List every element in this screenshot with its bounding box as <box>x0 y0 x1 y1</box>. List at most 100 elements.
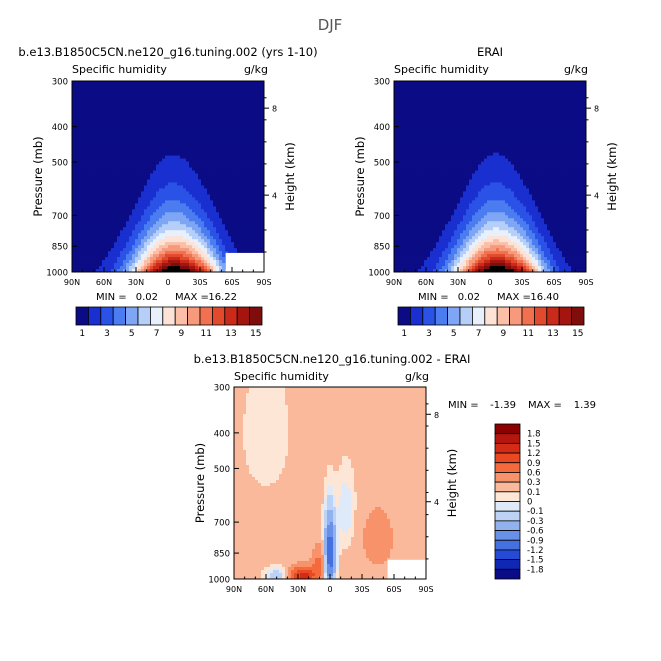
heatmap-cell <box>102 257 106 261</box>
heatmap-cell <box>457 86 461 91</box>
heatmap-cell <box>213 230 217 234</box>
heatmap-cell <box>541 104 545 109</box>
heatmap-cell <box>165 209 169 213</box>
heatmap-cell <box>583 92 587 97</box>
heatmap-cell <box>132 152 136 157</box>
heatmap-cell <box>234 86 238 91</box>
heatmap-cell <box>198 128 202 133</box>
heatmap-cell <box>243 81 247 85</box>
heatmap-cell <box>219 209 223 213</box>
heatmap-cell <box>189 119 193 124</box>
heatmap-cell <box>234 81 238 85</box>
heatmap-cell <box>532 89 536 94</box>
heatmap-cell <box>222 218 226 222</box>
heatmap-cell <box>99 242 103 246</box>
heatmap-cell <box>117 119 121 124</box>
heatmap-cell <box>231 131 235 136</box>
heatmap-cell <box>129 110 133 115</box>
heatmap-cell <box>144 173 148 177</box>
heatmap-cell <box>234 89 238 94</box>
heatmap-cell <box>156 81 160 85</box>
heatmap-cell <box>84 155 88 159</box>
heatmap-cell <box>556 110 560 115</box>
heatmap-cell <box>105 242 109 246</box>
heatmap-cell <box>213 134 217 139</box>
heatmap-cell <box>204 122 208 127</box>
heatmap-cell <box>75 266 79 270</box>
heatmap-cell <box>403 98 407 103</box>
heatmap-cell <box>111 269 115 273</box>
heatmap-cell <box>129 161 133 165</box>
heatmap-cell <box>186 125 190 130</box>
heatmap-cell <box>463 95 467 100</box>
heatmap-cell <box>153 221 157 225</box>
heatmap-cell <box>96 215 100 219</box>
heatmap-cell <box>180 107 184 112</box>
heatmap-cell <box>252 161 256 165</box>
heatmap-cell <box>96 140 100 145</box>
heatmap-cell <box>135 203 139 207</box>
heatmap-cell <box>451 86 455 91</box>
heatmap-cell <box>442 107 446 112</box>
heatmap-cell <box>225 251 229 255</box>
heatmap-cell <box>240 149 244 154</box>
heatmap-cell <box>439 113 443 118</box>
heatmap-cell <box>252 215 256 219</box>
heatmap-cell <box>78 263 82 267</box>
heatmap-cell <box>472 92 476 97</box>
heatmap-cell <box>249 170 253 174</box>
heatmap-cell <box>153 203 157 207</box>
heatmap-cell <box>219 200 223 204</box>
heatmap-cell <box>108 86 112 91</box>
heatmap-cell <box>204 251 208 255</box>
heatmap-cell <box>114 167 118 171</box>
heatmap-cell <box>81 149 85 154</box>
heatmap-cell <box>195 221 199 225</box>
heatmap-cell <box>99 170 103 174</box>
heatmap-cell <box>210 92 214 97</box>
heatmap-cell <box>108 185 112 189</box>
heatmap-cell <box>210 134 214 139</box>
heatmap-cell <box>451 98 455 103</box>
heatmap-cell <box>132 263 136 267</box>
heatmap-cell <box>216 116 220 121</box>
heatmap-cell <box>255 146 259 151</box>
heatmap-cell <box>406 101 410 106</box>
heatmap-cell <box>252 218 256 222</box>
heatmap-cell <box>99 236 103 240</box>
heatmap-cell <box>478 92 482 97</box>
heatmap-cell <box>454 98 458 103</box>
heatmap-cell <box>421 89 425 94</box>
heatmap-cell <box>84 152 88 157</box>
heatmap-cell <box>252 146 256 151</box>
heatmap-cell <box>135 92 139 97</box>
heatmap-cell <box>108 98 112 103</box>
figure-title: DJF <box>318 16 343 34</box>
heatmap-cell <box>577 110 581 115</box>
heatmap-cell <box>150 197 154 201</box>
heatmap-cell <box>487 116 491 121</box>
heatmap-cell <box>213 128 217 133</box>
heatmap-cell <box>204 83 208 88</box>
heatmap-cell <box>186 176 190 180</box>
heatmap-cell <box>165 131 169 136</box>
heatmap-cell <box>141 101 145 106</box>
heatmap-cell <box>192 245 196 249</box>
heatmap-cell <box>427 104 431 109</box>
heatmap-cell <box>123 83 127 88</box>
heatmap-cell <box>216 149 220 154</box>
heatmap-cell <box>99 191 103 195</box>
heatmap-cell <box>183 266 187 270</box>
heatmap-cell <box>231 95 235 100</box>
heatmap-cell <box>123 149 127 154</box>
heatmap-cell <box>174 209 178 213</box>
heatmap-cell <box>156 158 160 162</box>
heatmap-cell <box>102 209 106 213</box>
heatmap-cell <box>129 266 133 270</box>
heatmap-cell <box>252 134 256 139</box>
heatmap-cell <box>99 206 103 210</box>
heatmap-cell <box>144 161 148 165</box>
heatmap-cell <box>225 194 229 198</box>
heatmap-cell <box>466 107 470 112</box>
heatmap-cell <box>114 131 118 136</box>
